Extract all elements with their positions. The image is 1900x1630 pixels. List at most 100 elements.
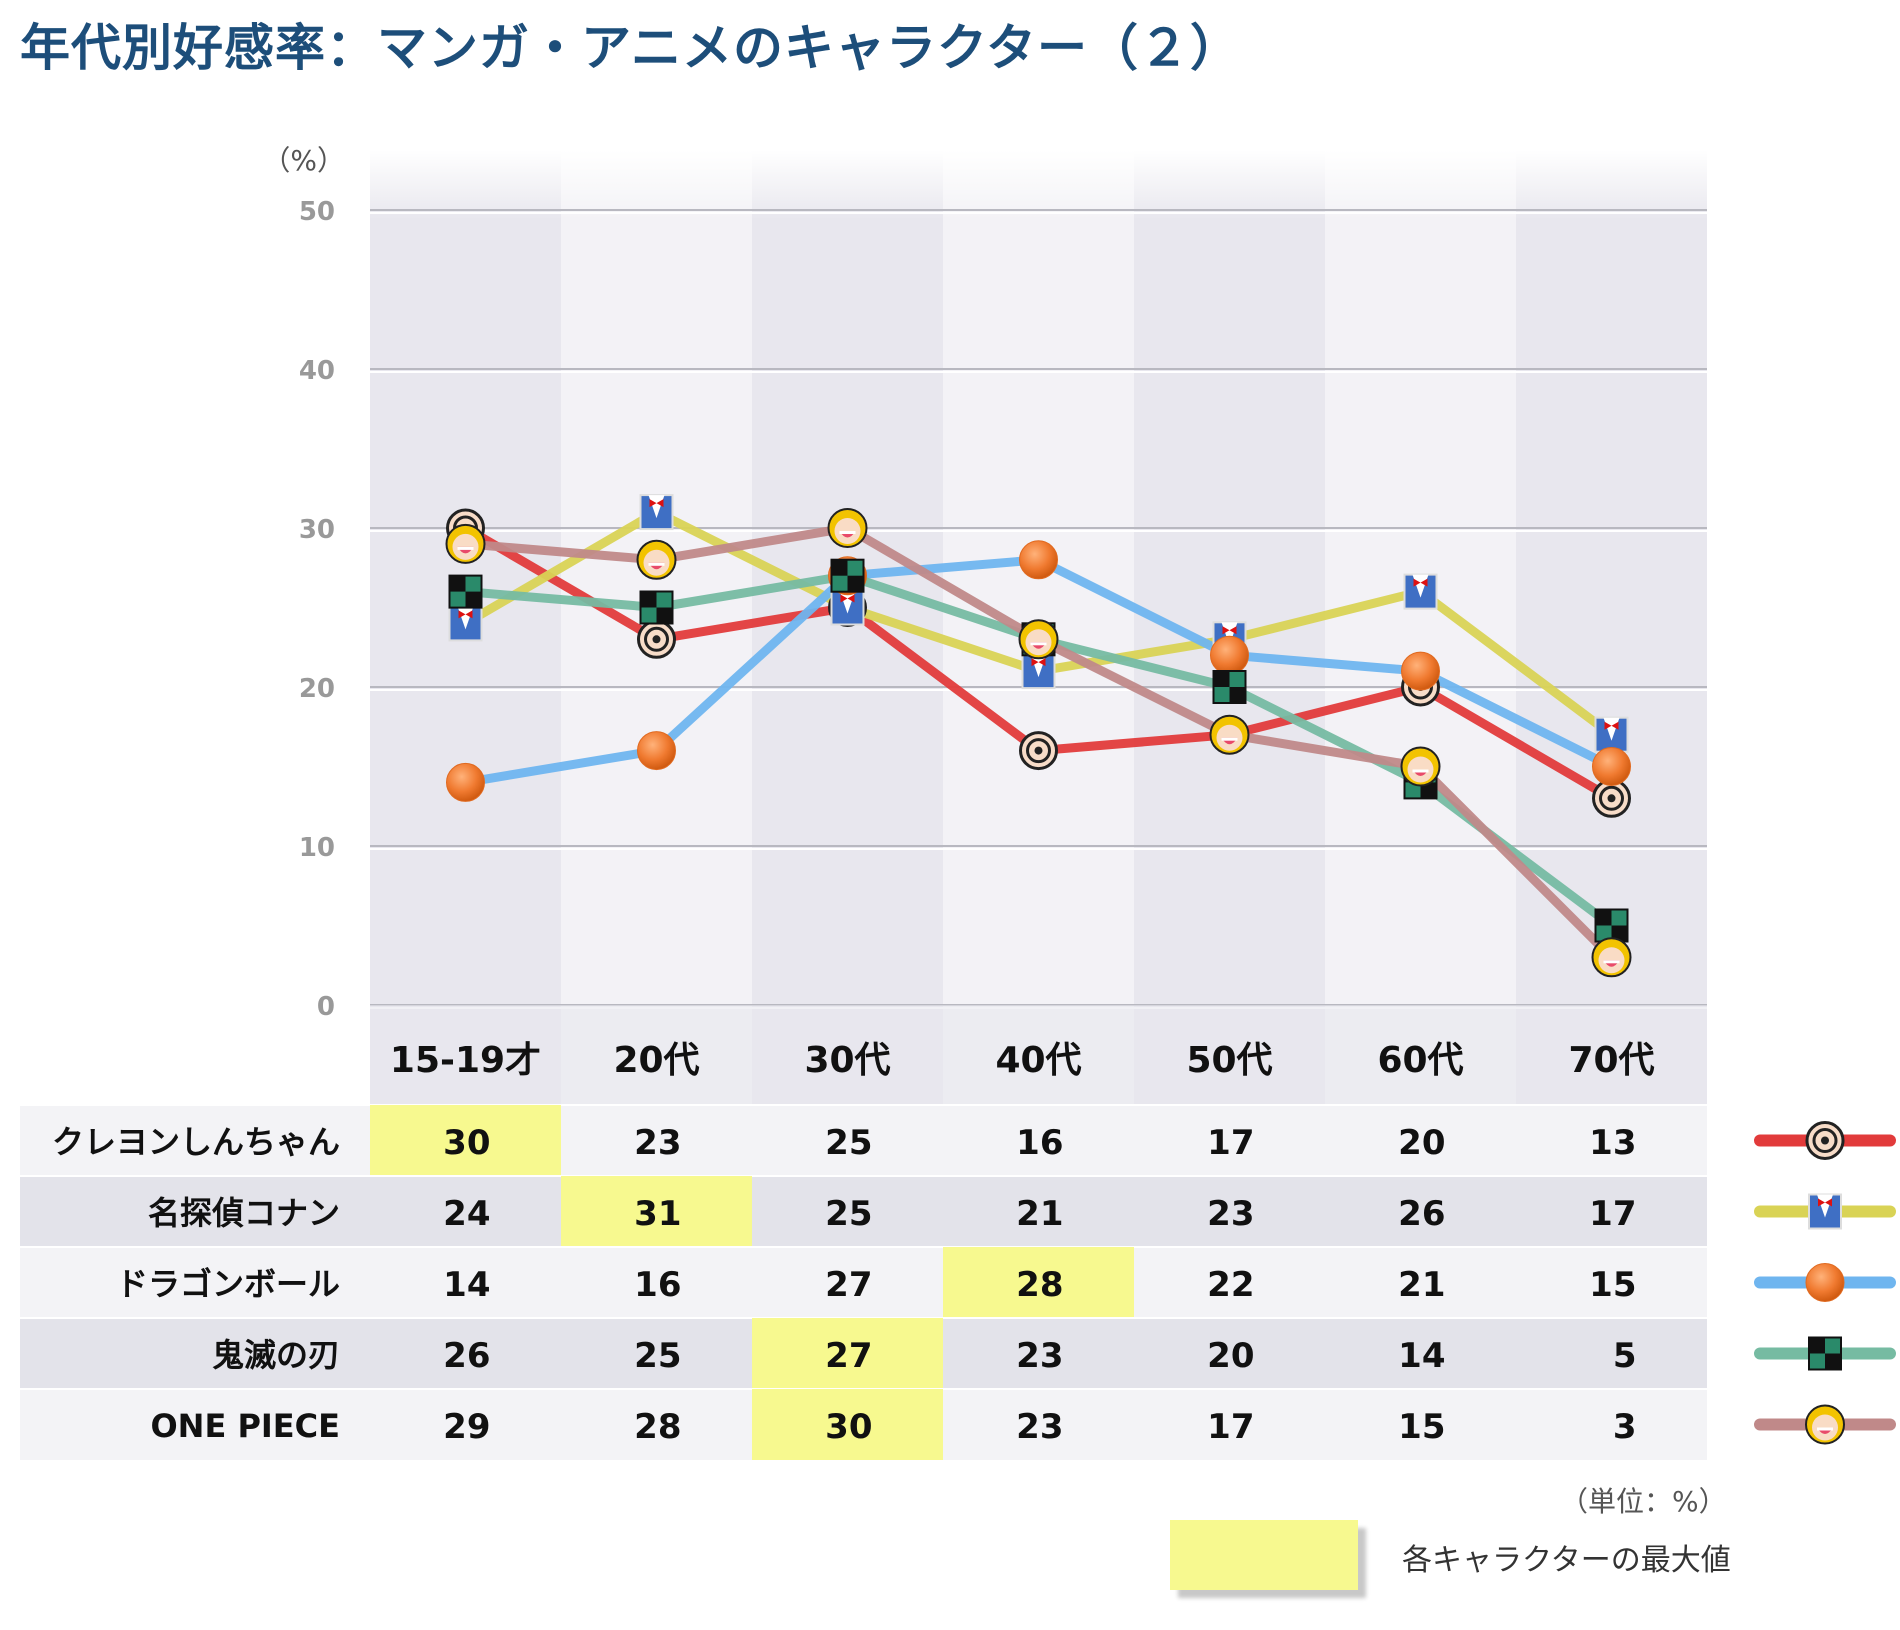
table-row	[20, 1105, 1707, 1176]
data-label: 21	[1016, 1194, 1063, 1234]
check-square	[1595, 909, 1612, 926]
data-label: 23	[1016, 1336, 1063, 1376]
data-point	[1021, 653, 1056, 690]
category-label: 20代	[613, 1040, 699, 1081]
bowtie-left	[1031, 658, 1039, 667]
check-square	[847, 575, 864, 592]
unit-label: （単位：%）	[1560, 1485, 1727, 1518]
data-label: 14	[443, 1265, 490, 1305]
data-label: 13	[1589, 1123, 1636, 1163]
teeth	[1603, 960, 1620, 964]
teeth	[1221, 737, 1238, 741]
data-point	[636, 539, 677, 580]
bowtie-right	[847, 594, 855, 603]
series-name-label: 名探偵コナン	[148, 1194, 340, 1232]
data-label: 16	[634, 1265, 681, 1305]
data-point	[1592, 778, 1631, 818]
data-label: 20	[1398, 1123, 1445, 1163]
data-point	[446, 762, 485, 802]
y-tick-label: 50	[299, 197, 335, 227]
data-label: 31	[634, 1194, 681, 1234]
data-label: 3	[1613, 1407, 1637, 1447]
teeth	[648, 562, 665, 566]
y-tick-label: 20	[299, 674, 335, 704]
bowtie-right	[1229, 626, 1237, 635]
teeth	[457, 546, 474, 550]
legend-highlight-swatch	[1170, 1520, 1358, 1590]
data-point	[1808, 1193, 1842, 1230]
table-row	[20, 1176, 1707, 1247]
data-point	[637, 619, 676, 659]
check-square	[831, 559, 848, 576]
plot-top-fade	[370, 150, 1707, 220]
data-point	[1805, 1263, 1845, 1302]
face-dot	[1821, 1136, 1829, 1145]
y-tick-label: 30	[299, 515, 335, 545]
data-point	[1209, 714, 1250, 755]
face-ring	[644, 626, 669, 652]
data-point	[1594, 908, 1629, 943]
category-label: 60代	[1377, 1040, 1463, 1081]
data-point	[1805, 1404, 1845, 1445]
data-point	[1592, 747, 1631, 786]
data-point	[1805, 1121, 1845, 1160]
ball	[446, 762, 485, 802]
check-square	[465, 591, 482, 608]
bowtie-left	[1604, 721, 1612, 730]
data-point	[1018, 619, 1059, 660]
category-label: 15-19才	[390, 1040, 541, 1081]
y-tick-label: 40	[299, 356, 335, 386]
ball	[1401, 651, 1440, 691]
data-label: 30	[825, 1407, 872, 1447]
data-point	[1400, 746, 1441, 787]
data-label: 25	[825, 1194, 872, 1234]
data-point	[445, 523, 486, 564]
check-square	[1213, 671, 1230, 687]
data-label: 29	[443, 1407, 490, 1447]
data-point	[1401, 651, 1440, 691]
data-label: 30	[443, 1123, 490, 1163]
teeth	[1412, 769, 1429, 773]
data-point	[1210, 635, 1249, 675]
bowtie-left	[1222, 626, 1230, 635]
check-square	[449, 575, 466, 592]
data-point	[1591, 937, 1632, 978]
bowtie-right	[1038, 658, 1046, 667]
series-name-label: ONE PIECE	[150, 1407, 340, 1445]
data-label: 16	[1016, 1123, 1063, 1163]
data-label: 28	[1016, 1265, 1063, 1305]
check-square	[640, 591, 657, 608]
data-point	[639, 494, 674, 531]
data-point	[830, 558, 865, 593]
bowtie-left	[1818, 1198, 1825, 1207]
data-label: 23	[634, 1123, 681, 1163]
ball	[1019, 540, 1058, 580]
data-point	[448, 574, 483, 609]
bowtie-right	[1611, 721, 1619, 730]
bowtie-right	[656, 499, 664, 508]
data-point	[1019, 540, 1058, 580]
data-point	[1212, 670, 1247, 704]
max-value-highlight	[752, 1318, 943, 1389]
legend-highlight-label: 各キャラクターの最大値	[1402, 1543, 1731, 1578]
y-axis-label: （%）	[262, 144, 345, 177]
data-point	[1808, 1336, 1842, 1371]
data-label: 25	[825, 1123, 872, 1163]
bowtie-right	[1420, 578, 1428, 587]
data-label: 17	[1207, 1123, 1254, 1163]
check-square	[1809, 1337, 1825, 1354]
data-point	[1019, 731, 1058, 771]
teeth	[1817, 1427, 1833, 1431]
data-label: 26	[443, 1336, 490, 1376]
data-label: 14	[1398, 1336, 1445, 1376]
face-dot	[1034, 746, 1043, 755]
data-point	[1594, 716, 1629, 753]
check-square	[1611, 925, 1628, 942]
data-point	[827, 508, 868, 548]
max-value-highlight	[752, 1389, 943, 1460]
data-point	[637, 731, 676, 771]
data-label: 23	[1016, 1407, 1063, 1447]
face-ring	[1026, 738, 1051, 764]
data-label: 28	[634, 1407, 681, 1447]
ball	[1210, 635, 1249, 675]
